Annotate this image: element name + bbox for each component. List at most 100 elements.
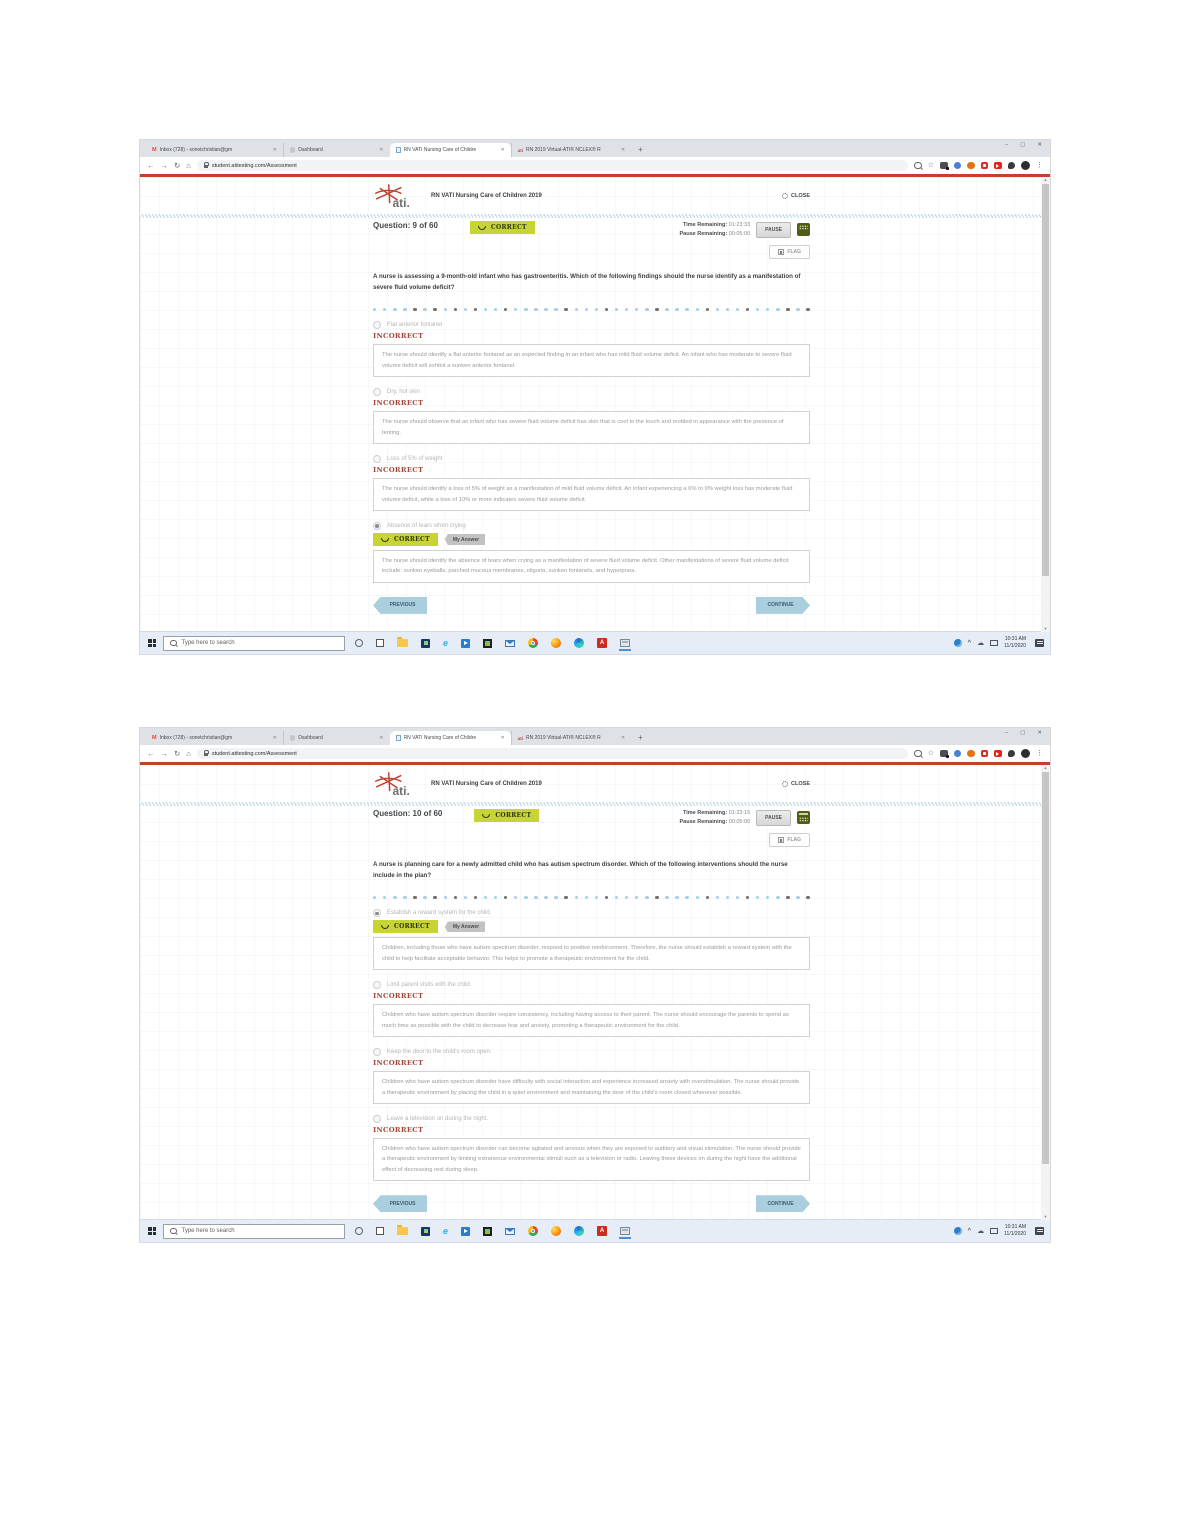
scrollbar[interactable]: ▲ ▼ xyxy=(1041,177,1050,632)
scrollbar-thumb[interactable] xyxy=(1042,772,1049,1164)
new-tab-button[interactable]: + xyxy=(638,733,643,742)
zoom-icon[interactable] xyxy=(914,749,922,758)
mail-app-icon[interactable] xyxy=(505,1227,516,1235)
back-icon[interactable]: ← xyxy=(147,160,155,170)
extension-icon-3[interactable] xyxy=(967,749,975,758)
file-explorer-icon[interactable] xyxy=(397,1225,408,1235)
tab-close-icon[interactable]: ✕ xyxy=(272,147,277,153)
bookmark-star-icon[interactable]: ☆ xyxy=(927,750,934,757)
action-center-icon[interactable] xyxy=(1035,1227,1044,1235)
calculator-icon[interactable] xyxy=(797,223,810,237)
taskbar-clock[interactable]: 10:31 AM 11/1/2020 xyxy=(1004,636,1026,649)
radio-button[interactable] xyxy=(373,388,381,397)
tab-close-icon[interactable]: ✕ xyxy=(620,735,626,741)
tab-close-icon[interactable]: ✕ xyxy=(620,147,626,153)
file-explorer-icon[interactable] xyxy=(397,637,408,647)
forward-icon[interactable]: → xyxy=(160,160,169,170)
radio-button-selected[interactable] xyxy=(373,522,381,531)
continue-button[interactable]: CONTINUE xyxy=(756,1195,810,1213)
acrobat-icon[interactable]: A xyxy=(597,1226,608,1236)
window-maximize-button[interactable]: ▢ xyxy=(1020,730,1026,736)
back-icon[interactable]: ← xyxy=(147,748,155,758)
microsoft-store-icon[interactable] xyxy=(421,638,430,648)
tab-gmail[interactable]: M Inbox (728) - sonetchristian@gm ✕ xyxy=(146,143,283,157)
scroll-down-icon[interactable]: ▼ xyxy=(1043,1214,1048,1219)
tab-gmail[interactable]: M Inbox (728) - sonetchristian@gm ✕ xyxy=(146,731,283,745)
window-minimize-button[interactable]: – xyxy=(1005,142,1009,148)
browser-menu-icon[interactable]: ⋮ xyxy=(1036,162,1043,169)
pin-extension-icon[interactable] xyxy=(1007,749,1015,758)
radio-button[interactable] xyxy=(373,455,381,464)
scroll-down-icon[interactable]: ▼ xyxy=(1043,626,1048,631)
close-assessment-button[interactable]: CLOSE xyxy=(781,780,810,788)
app-window-icon[interactable] xyxy=(619,639,632,651)
window-minimize-button[interactable]: – xyxy=(1005,730,1009,736)
window-maximize-button[interactable]: ▢ xyxy=(1020,142,1026,148)
previous-button[interactable]: PREVIOUS xyxy=(373,1195,427,1213)
action-center-icon[interactable] xyxy=(1035,639,1044,647)
onedrive-cloud-icon[interactable]: ☁ xyxy=(977,639,985,647)
start-button[interactable] xyxy=(148,1227,156,1235)
firefox-icon[interactable] xyxy=(551,1226,562,1236)
new-tab-button[interactable]: + xyxy=(638,145,643,154)
blue-app-icon[interactable] xyxy=(461,1226,471,1236)
chrome-icon[interactable] xyxy=(528,638,539,648)
onedrive-cloud-icon[interactable]: ☁ xyxy=(977,1227,985,1235)
blue-app-icon[interactable] xyxy=(461,638,471,648)
taskbar-search-input[interactable]: Type here to search xyxy=(163,635,345,651)
continue-button[interactable]: CONTINUE xyxy=(756,596,810,614)
tab-close-icon[interactable]: ✕ xyxy=(379,147,384,153)
taskbar-clock[interactable]: 10:31 AM 11/1/2020 xyxy=(1004,1224,1026,1237)
pause-button[interactable]: PAUSE xyxy=(756,221,791,238)
calculator-icon[interactable] xyxy=(797,811,810,825)
extension-icon-3[interactable] xyxy=(967,161,975,170)
cortana-icon[interactable] xyxy=(355,1227,363,1235)
home-icon[interactable]: ⌂ xyxy=(186,160,191,170)
address-bar[interactable]: student.atitesting.com/Assessment xyxy=(196,748,909,759)
home-icon[interactable]: ⌂ xyxy=(186,748,191,758)
youtube-extension-icon[interactable] xyxy=(994,161,1002,170)
tab-assessment-active[interactable]: RN VATI Nursing Care of Childre ✕ xyxy=(389,731,511,745)
close-assessment-button[interactable]: CLOSE xyxy=(781,192,810,200)
scroll-up-icon[interactable]: ▲ xyxy=(1043,765,1048,770)
radio-button[interactable] xyxy=(373,981,381,990)
tab-virtual-ati[interactable]: ati RN 2019 Virtual-ATI® NCLEX® R ✕ xyxy=(510,143,631,157)
tab-assessment-active[interactable]: RN VATI Nursing Care of Childre ✕ xyxy=(389,143,511,157)
tab-dashboard[interactable]: Dashboard ✕ xyxy=(282,731,390,745)
extension-icon-1[interactable] xyxy=(940,161,948,170)
network-globe-icon[interactable] xyxy=(953,1227,962,1235)
window-close-button[interactable]: ✕ xyxy=(1037,142,1042,148)
mail-app-icon[interactable] xyxy=(505,639,516,647)
scrollbar-thumb[interactable] xyxy=(1042,184,1049,576)
taskbar-search-input[interactable]: Type here to search xyxy=(163,1223,345,1239)
pin-extension-icon[interactable] xyxy=(1007,161,1015,170)
cortana-icon[interactable] xyxy=(355,639,363,647)
tab-close-icon[interactable]: ✕ xyxy=(379,735,384,741)
scrollbar[interactable]: ▲ ▼ xyxy=(1041,765,1050,1220)
extension-icon-2[interactable] xyxy=(953,161,961,170)
previous-button[interactable]: PREVIOUS xyxy=(373,596,427,614)
address-bar[interactable]: student.atitesting.com/Assessment xyxy=(196,160,909,171)
task-view-icon[interactable] xyxy=(376,639,384,647)
bookmark-star-icon[interactable]: ☆ xyxy=(927,162,934,169)
window-close-button[interactable]: ✕ xyxy=(1037,730,1042,736)
reload-icon[interactable]: ↻ xyxy=(174,748,181,758)
edge-icon[interactable] xyxy=(574,1226,585,1236)
firefox-icon[interactable] xyxy=(551,638,562,648)
flag-button[interactable]: FLAG xyxy=(769,245,810,260)
tab-dashboard[interactable]: Dashboard ✕ xyxy=(282,143,390,157)
reload-icon[interactable]: ↻ xyxy=(174,160,181,170)
tray-chevron-icon[interactable]: ^ xyxy=(967,1228,972,1234)
pause-button[interactable]: PAUSE xyxy=(756,809,791,826)
profile-avatar[interactable] xyxy=(1021,161,1030,170)
youtube-extension-icon[interactable] xyxy=(994,749,1002,758)
radio-button[interactable] xyxy=(373,1048,381,1057)
internet-explorer-icon[interactable]: e xyxy=(443,637,449,648)
chrome-icon[interactable] xyxy=(528,1226,539,1236)
photos-app-icon[interactable] xyxy=(483,1226,493,1236)
extension-icon-2[interactable] xyxy=(953,749,961,758)
forward-icon[interactable]: → xyxy=(160,748,169,758)
start-button[interactable] xyxy=(148,639,156,647)
internet-explorer-icon[interactable]: e xyxy=(443,1225,449,1236)
radio-button-selected[interactable] xyxy=(373,909,381,918)
